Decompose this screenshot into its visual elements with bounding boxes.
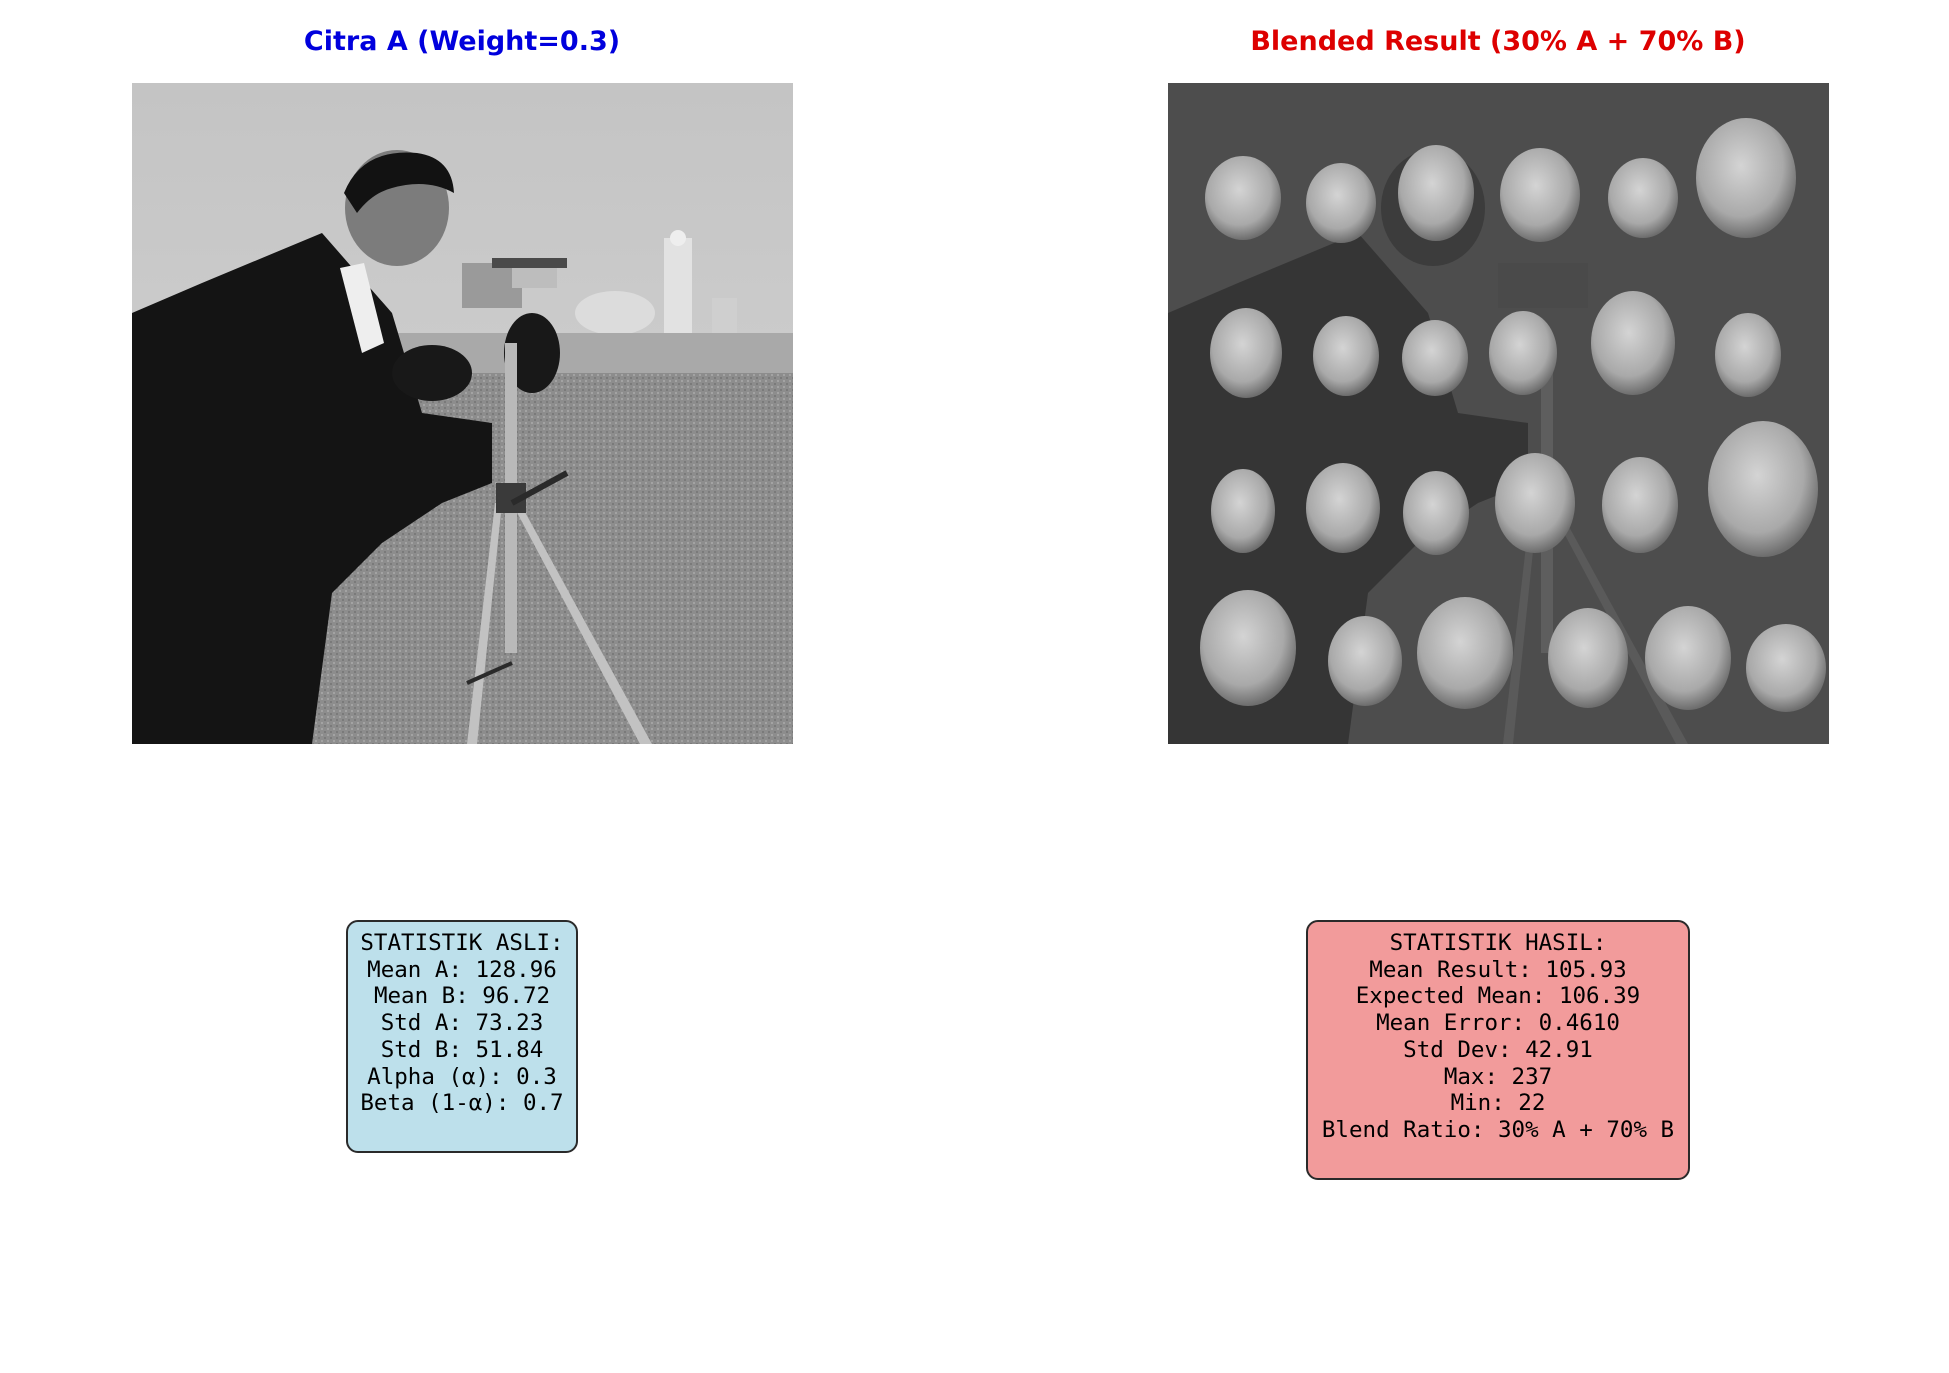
- stats-line: Mean Error: 0.4610: [1376, 1010, 1620, 1037]
- right-panel-title: Blended Result (30% A + 70% B): [1250, 26, 1746, 57]
- left-panel-title: Citra A (Weight=0.3): [303, 26, 621, 57]
- stats-line: Blend Ratio: 30% A + 70% B: [1321, 1116, 1675, 1143]
- stats-line: Beta (1-α): 0.7: [360, 1090, 564, 1117]
- stats-line: Std B: 51.84: [380, 1036, 544, 1063]
- stats-line: Min: 22: [1450, 1090, 1546, 1117]
- stats-line: Mean Result: 105.93: [1369, 956, 1627, 983]
- original-statistics-box: STATISTIK ASLI: Mean A: 128.96 Mean B: 9…: [346, 920, 578, 1153]
- cameraman-image: [132, 83, 793, 744]
- stats-line: STATISTIK HASIL:: [1389, 930, 1607, 956]
- stats-line: Expected Mean: 106.39: [1355, 983, 1641, 1010]
- stats-line: STATISTIK ASLI:: [360, 930, 564, 956]
- stats-line: Alpha (α): 0.3: [367, 1063, 557, 1090]
- result-statistics-box: STATISTIK HASIL: Mean Result: 105.93 Exp…: [1306, 920, 1690, 1180]
- blended-result-image: [1168, 83, 1829, 744]
- stats-line: Std Dev: 42.91: [1403, 1036, 1593, 1063]
- stats-line: Max: 237: [1443, 1063, 1553, 1090]
- stats-line: Std A: 73.23: [380, 1010, 544, 1037]
- stats-line: Mean A: 128.96: [367, 956, 557, 983]
- stats-line: Mean B: 96.72: [373, 983, 551, 1010]
